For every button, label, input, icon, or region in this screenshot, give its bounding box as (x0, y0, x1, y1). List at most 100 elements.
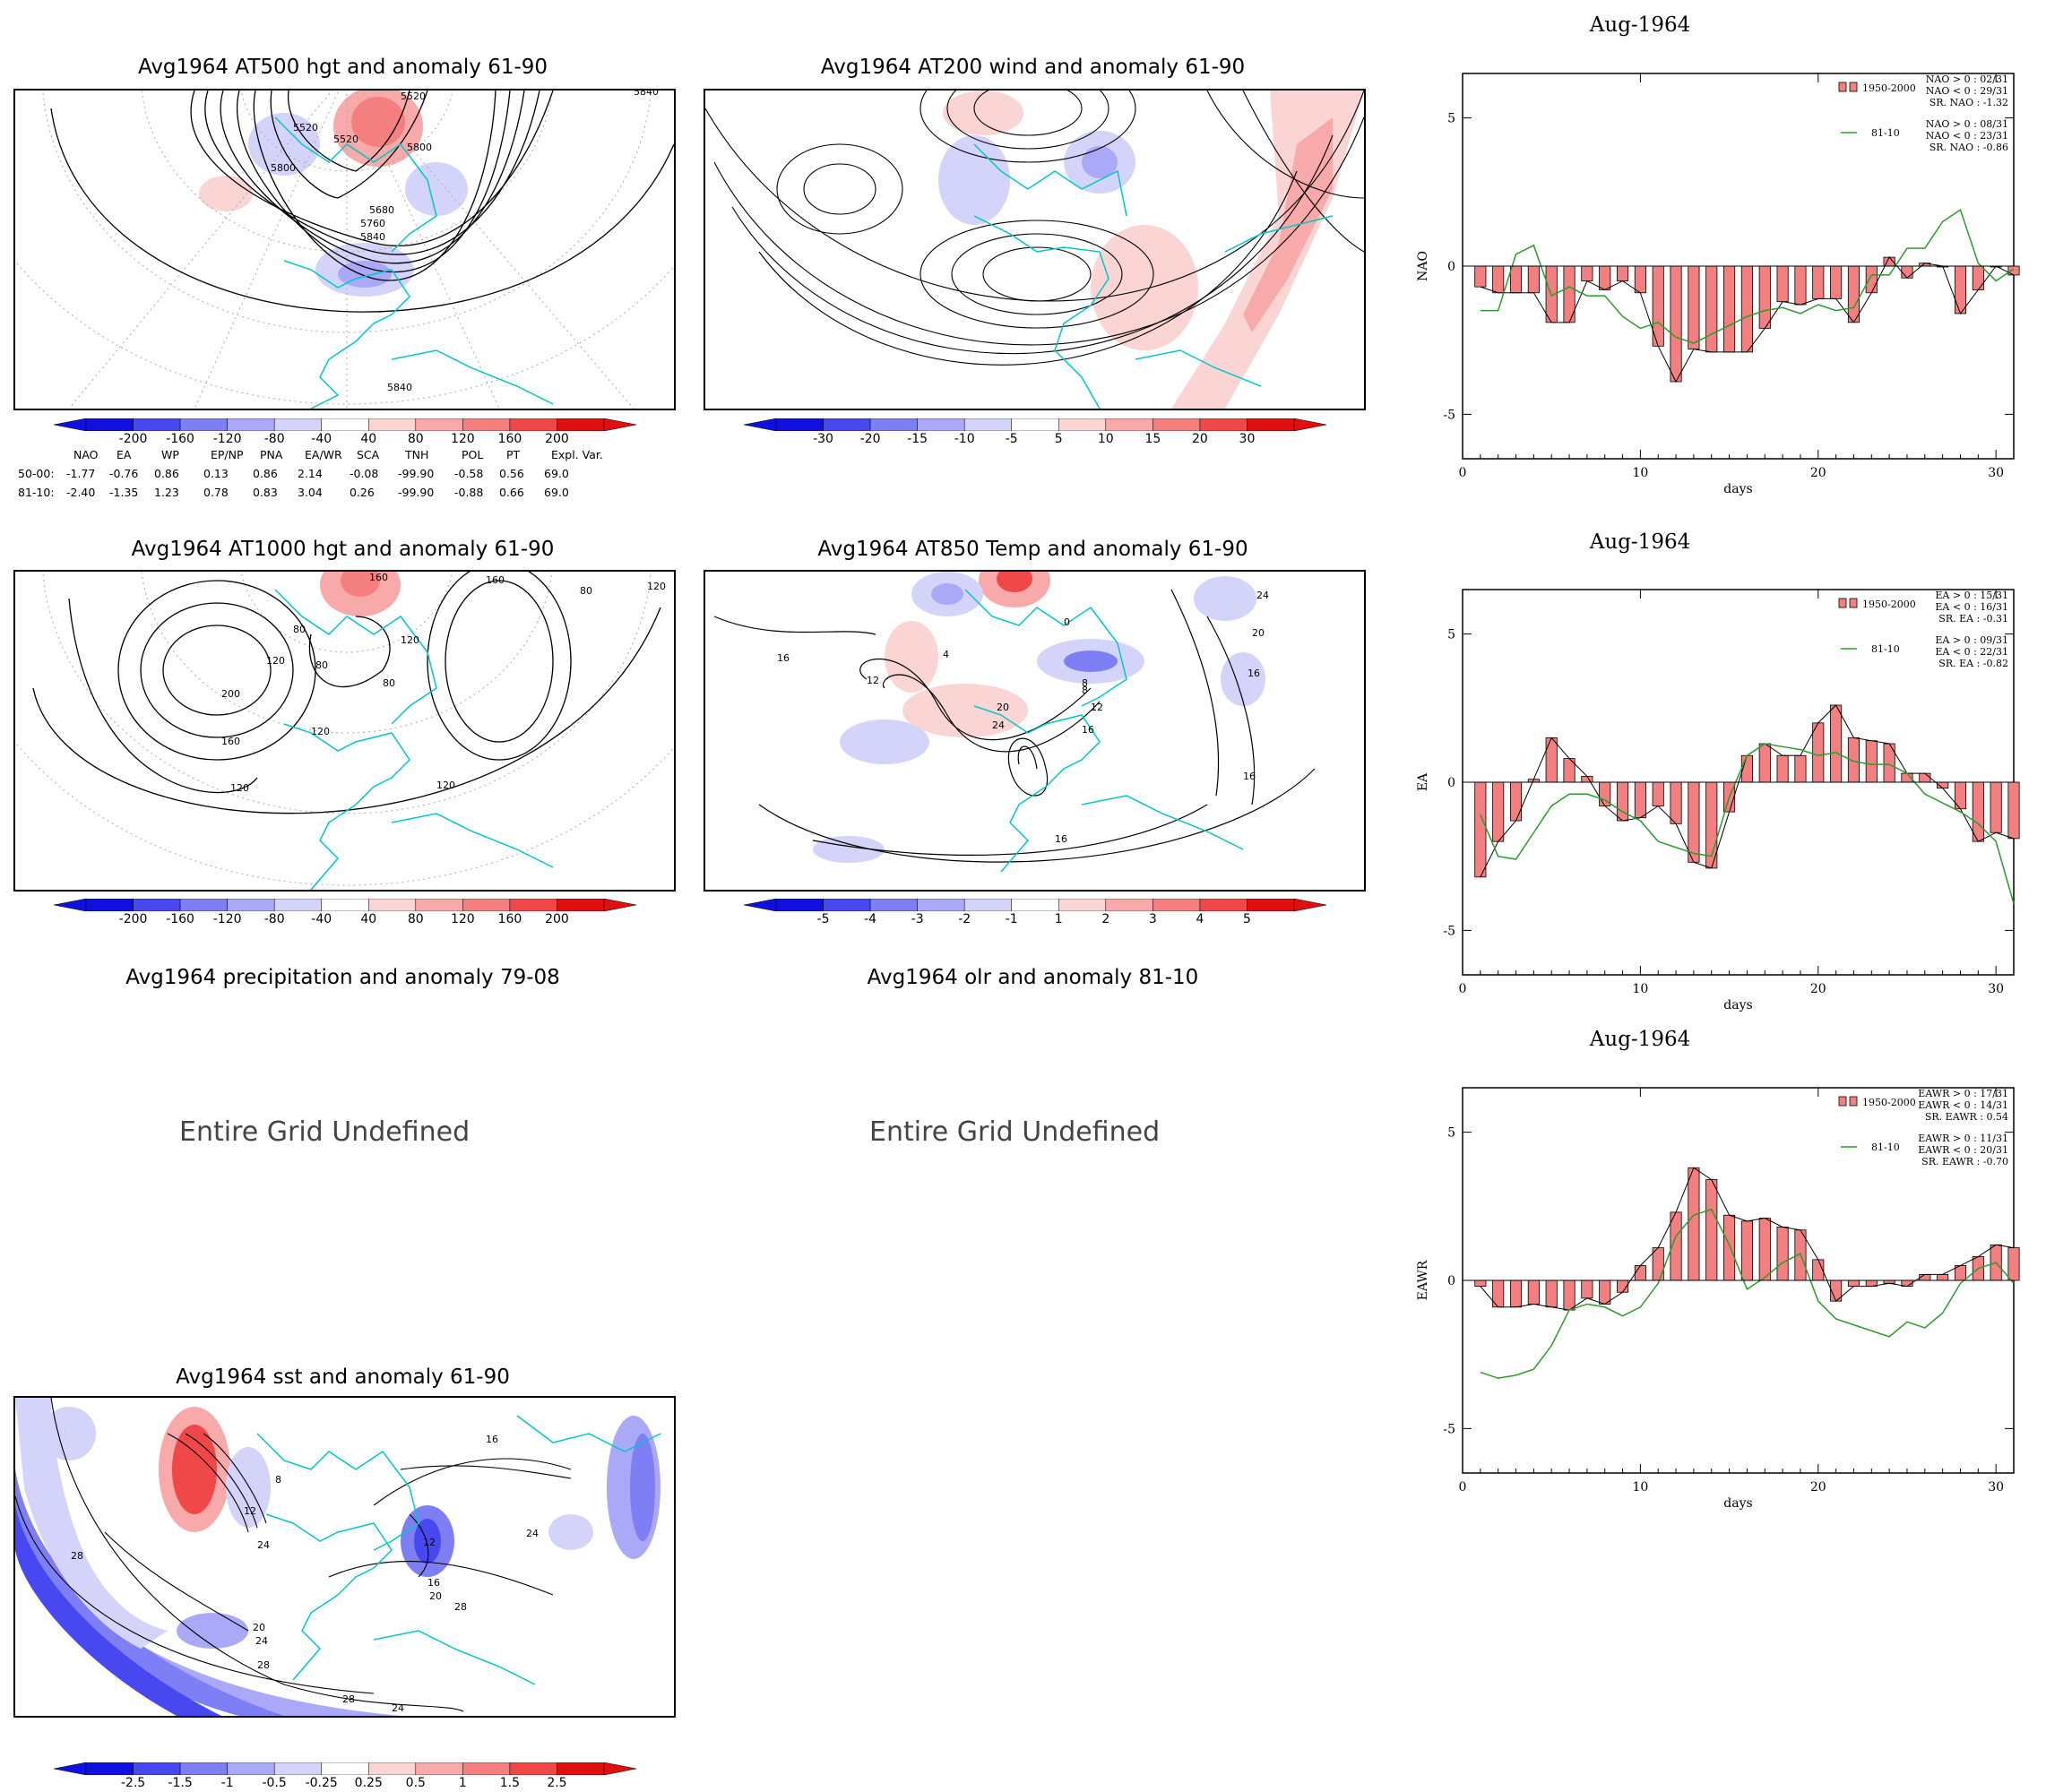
index-bar (1688, 265, 1700, 350)
colorbar-swatch (963, 418, 1012, 431)
contour-label: 24 (255, 1635, 268, 1647)
index-table-cell: 0.83 (253, 486, 278, 499)
colorbar-swatch (869, 899, 918, 911)
contour-label: 16 (427, 1577, 440, 1589)
legend-bar-stat: SR. NAO : -1.32 (1930, 97, 2008, 108)
contour-label: 120 (647, 581, 666, 592)
index-table-cell: 69.0 (544, 467, 569, 480)
colorbar-temp850: -5 -4 -3 -2 -1 1 2 3 4 5 (744, 899, 1326, 931)
colorbar-swatch (273, 418, 322, 431)
colorbar-tick-label: -30 (813, 432, 833, 446)
colorbar-swatch (775, 418, 824, 431)
y-axis-label: EAWR (1416, 1260, 1430, 1300)
y-tick-label: 0 (1447, 776, 1455, 790)
index-bar (1937, 1273, 1949, 1281)
colorbar-tick-label: 20 (1191, 432, 1208, 446)
index-bar (1776, 1227, 1789, 1281)
index-bar (1847, 265, 1860, 323)
colorbar-swatch (179, 418, 228, 431)
legend-line-stat: NAO > 0 : 08/31 (1926, 118, 2008, 130)
contour-label: 5840 (387, 382, 412, 393)
ea-index-chart: 0 10 20 30 5 0 -5 days EA 1950-2000 EA > 0 : 15/31… (1416, 589, 2020, 1012)
contour-label: 5520 (333, 134, 358, 145)
index-bar (1758, 1218, 1771, 1281)
colorbar-tick-label: -15 (907, 432, 928, 446)
colorbar-swatch (823, 899, 871, 911)
legend-bar-label: 1950-2000 (1862, 82, 1916, 94)
colorbar-tick-label: -5 (816, 912, 830, 926)
series-81-10-line (1480, 1208, 2015, 1379)
contour-label: 24 (526, 1528, 539, 1539)
contour-label: 4 (943, 649, 949, 660)
y-axis-label: NAO (1416, 251, 1430, 281)
index-table-cell: -99.90 (398, 486, 435, 499)
index-bar (1581, 775, 1593, 783)
colorbar-swatch (1011, 899, 1059, 911)
x-tick-label: 0 (1459, 982, 1467, 996)
index-bar (1652, 781, 1664, 806)
index-table-cell: 0.26 (350, 486, 375, 499)
colorbar-swatch (321, 1762, 369, 1775)
index-table-header: PNA (260, 448, 283, 461)
x-tick-label: 10 (1632, 982, 1648, 996)
index-bar (1705, 265, 1718, 353)
index-bar (1599, 265, 1611, 290)
index-bar (1670, 781, 1682, 824)
index-bar (1509, 265, 1523, 294)
index-bar (1972, 781, 1984, 842)
legend-line-stat: EAWR > 0 : 11/31 (1918, 1133, 2008, 1144)
index-bar (1972, 265, 1984, 290)
colorbar-swatch (557, 899, 605, 911)
index-bar (1723, 1214, 1736, 1281)
contour-label: 5520 (293, 122, 318, 134)
legend-bar-swatch (1849, 1096, 1858, 1107)
index-table-cell: 0.13 (203, 467, 229, 480)
index-table-row-label: 50-00: (18, 467, 55, 480)
index-table-cell: -0.88 (454, 486, 484, 499)
colorbar-tick-label: -80 (263, 912, 285, 926)
colorbar-tick-label: 5 (1054, 432, 1063, 446)
y-axis-label: EA (1416, 772, 1430, 791)
colorbar-tick-label: -3 (911, 912, 924, 926)
legend-bar-swatch (1849, 82, 1858, 92)
index-table: NAO EA WP EP/NP PNA EA/WR SCA TNH POL PT Expl. Var… (18, 448, 663, 504)
index-bar (1847, 1279, 1860, 1288)
colorbar-swatch (415, 1762, 463, 1775)
colorbar-tick-label: -160 (166, 912, 194, 926)
index-table-cell: -1.77 (66, 467, 96, 480)
contour-labels: 160 160 80 80 120 200 120 80 120 160 120… (221, 572, 666, 794)
colorbar-tick-label: 4 (1196, 912, 1204, 926)
colorbar-swatch (1105, 899, 1153, 911)
colorbar-swatch (85, 899, 134, 911)
map-title-at500: Avg1964 AT500 hgt and anomaly 61-90 (137, 56, 548, 79)
index-bar (1688, 1167, 1700, 1281)
olr-undefined-text: Entire Grid Undefined (869, 1116, 1161, 1148)
map-title-at200: Avg1964 AT200 wind and anomaly 61-90 (820, 56, 1246, 79)
colorbar-swatch (54, 1762, 87, 1775)
index-table-header: EA (117, 448, 132, 461)
colorbar-tick-label: 3 (1148, 912, 1157, 926)
contour-label: 5840 (634, 90, 659, 98)
index-table-header: WP (161, 448, 179, 461)
colorbar-swatch (273, 899, 322, 911)
colorbar-tick-label: 200 (545, 432, 569, 446)
x-axis-label: days (1723, 998, 1752, 1012)
index-table-cell: -0.58 (454, 467, 484, 480)
colorbar-tick-label: 80 (407, 912, 424, 926)
contour-label: 8 (1082, 677, 1088, 689)
contour-label: 120 (230, 782, 249, 794)
contour-labels: 5520 5520 5520 5800 5800 5680 5760 5840 … (271, 90, 659, 393)
contour-label: 160 (221, 736, 240, 747)
contour-label: 8 (1082, 685, 1088, 696)
colorbar-tick-label: 40 (360, 432, 377, 446)
index-table-header: SCA (357, 448, 380, 461)
anomaly-shading (938, 90, 1364, 409)
legend-line-label: 81-10 (1871, 1142, 1900, 1153)
colorbar-swatch (1247, 899, 1295, 911)
index-bar (2007, 781, 2020, 840)
index-bar (1581, 1279, 1593, 1299)
index-table-cell: 0.78 (203, 486, 229, 499)
index-table-cell: 3.04 (298, 486, 323, 499)
index-bar (1812, 265, 1825, 299)
legend-line-stat: EA < 0 : 22/31 (1935, 646, 2008, 658)
